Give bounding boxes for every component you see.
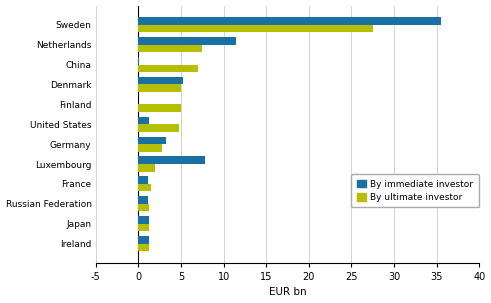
Bar	[138, 17, 441, 25]
Bar	[138, 196, 148, 204]
Bar	[138, 104, 181, 112]
Bar	[138, 176, 148, 184]
Bar	[138, 57, 139, 65]
Bar	[138, 117, 149, 124]
Bar	[138, 45, 202, 52]
Bar	[138, 124, 179, 132]
Bar	[138, 144, 162, 152]
Bar	[138, 244, 149, 251]
Bar	[138, 164, 155, 171]
Bar	[138, 224, 149, 231]
Bar	[138, 236, 149, 244]
Legend: By immediate investor, By ultimate investor: By immediate investor, By ultimate inves…	[351, 174, 479, 208]
Bar	[138, 85, 181, 92]
Bar	[138, 204, 149, 211]
Bar	[138, 156, 205, 164]
X-axis label: EUR bn: EUR bn	[269, 288, 306, 298]
Bar	[138, 137, 165, 144]
Bar	[138, 77, 183, 85]
Bar	[138, 37, 236, 45]
Bar	[138, 216, 149, 224]
Bar	[138, 25, 373, 32]
Bar	[138, 65, 198, 72]
Bar	[138, 184, 151, 191]
